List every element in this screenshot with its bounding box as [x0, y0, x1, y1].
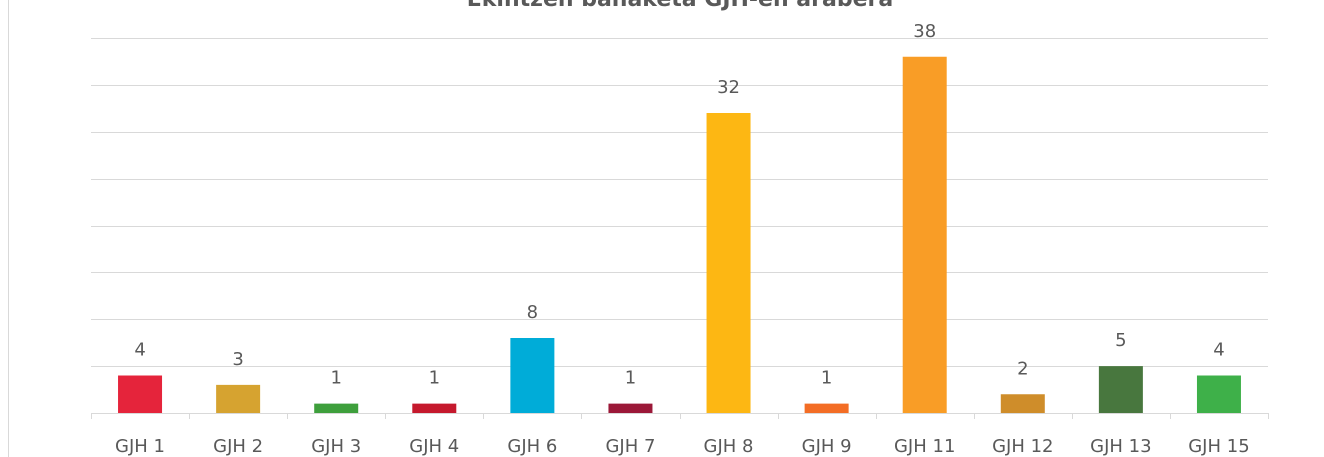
- data-label: 38: [913, 21, 936, 42]
- x-tick-label: GJH 11: [894, 436, 955, 457]
- data-label: 8: [527, 302, 538, 323]
- bar: [902, 56, 947, 413]
- data-label: 32: [717, 77, 740, 98]
- data-label: 3: [232, 349, 243, 370]
- x-tick-label: GJH 2: [213, 436, 263, 457]
- x-tick-label: GJH 6: [507, 436, 557, 457]
- x-tick-label: GJH 1: [115, 436, 165, 457]
- bar: [216, 384, 261, 413]
- x-tick-label: GJH 3: [311, 436, 361, 457]
- bar: [1196, 375, 1241, 413]
- data-label: 1: [429, 368, 440, 389]
- bar: [1000, 394, 1045, 413]
- x-tick-label: GJH 7: [605, 436, 655, 457]
- data-label: 4: [1213, 340, 1224, 361]
- bar: [804, 403, 849, 413]
- bar: [1098, 366, 1143, 413]
- bar: [314, 403, 359, 413]
- x-tick-label: GJH 9: [802, 436, 852, 457]
- data-label: 1: [625, 368, 636, 389]
- bar: [118, 375, 163, 413]
- x-tick-label: GJH 15: [1188, 436, 1249, 457]
- bar: [706, 113, 751, 413]
- data-label: 2: [1017, 358, 1028, 379]
- bar: [412, 403, 457, 413]
- bar: [510, 338, 555, 413]
- x-tick-label: GJH 4: [409, 436, 459, 457]
- x-tick-label: GJH 8: [704, 436, 754, 457]
- x-tick-label: GJH 13: [1090, 436, 1151, 457]
- data-label: 5: [1115, 330, 1126, 351]
- bar: [608, 403, 653, 413]
- chart-title: Ekintzen banaketa GJH-en arabera: [467, 0, 893, 12]
- x-tick-label: GJH 12: [992, 436, 1053, 457]
- data-label: 1: [821, 368, 832, 389]
- data-label: 1: [330, 368, 341, 389]
- data-label: 4: [134, 340, 145, 361]
